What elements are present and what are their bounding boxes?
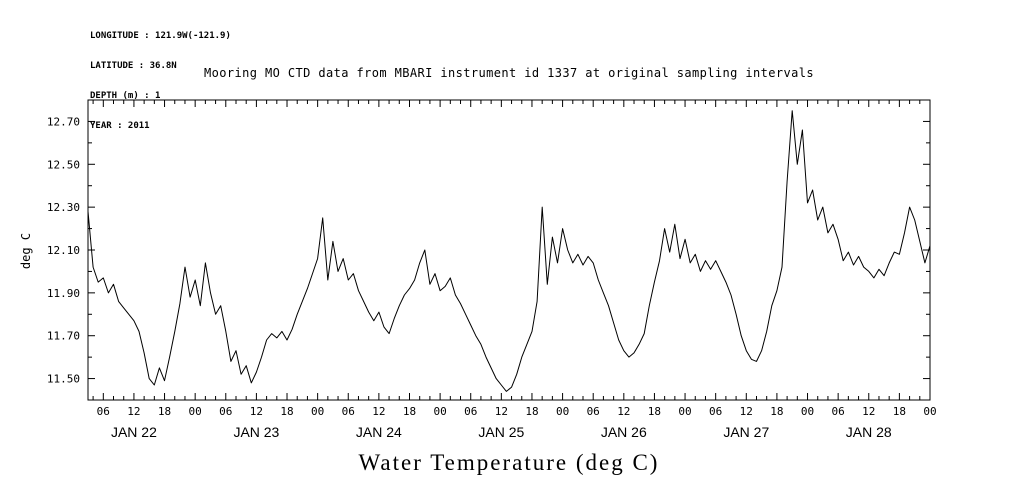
x-hour-label: 00 <box>678 405 691 418</box>
y-tick-label: 12.70 <box>47 115 80 128</box>
x-hour-label: 00 <box>433 405 446 418</box>
y-tick-label: 12.50 <box>47 158 80 171</box>
y-tick-label: 12.10 <box>47 244 80 257</box>
chart-title: Mooring MO CTD data from MBARI instrumen… <box>204 66 814 80</box>
x-hour-label: 12 <box>740 405 753 418</box>
x-hour-label: 18 <box>403 405 416 418</box>
x-hour-label: 12 <box>250 405 263 418</box>
x-hour-label: 18 <box>280 405 293 418</box>
x-hour-label: 18 <box>893 405 906 418</box>
header-metadata: LONGITUDE : 121.9W(-121.9) LATITUDE : 36… <box>90 11 231 151</box>
y-tick-label: 12.30 <box>47 201 80 214</box>
x-hour-label: 12 <box>495 405 508 418</box>
x-axis-caption: Water Temperature (deg C) <box>358 450 660 475</box>
x-hour-label: 06 <box>832 405 845 418</box>
x-hour-label: 06 <box>587 405 600 418</box>
x-day-label: JAN 27 <box>723 424 769 440</box>
y-tick-label: 11.90 <box>47 287 80 300</box>
temperature-series-line <box>87 110 931 392</box>
y-axis-label: deg C <box>19 232 33 270</box>
x-day-label: JAN 25 <box>478 424 524 440</box>
x-hour-label: 06 <box>709 405 722 418</box>
x-hour-label: 18 <box>648 405 661 418</box>
metadata-longitude: LONGITUDE : 121.9W(-121.9) <box>90 31 231 41</box>
x-hour-label: 06 <box>342 405 355 418</box>
x-hour-label: 18 <box>770 405 783 418</box>
x-day-label: JAN 23 <box>233 424 279 440</box>
x-day-label: JAN 28 <box>846 424 892 440</box>
x-day-label: JAN 24 <box>356 424 402 440</box>
x-hour-label: 18 <box>525 405 538 418</box>
x-hour-label: 00 <box>311 405 324 418</box>
x-hour-label: 12 <box>862 405 875 418</box>
x-hour-label: 18 <box>158 405 171 418</box>
metadata-depth: DEPTH (m) : 1 <box>90 91 161 101</box>
x-day-label: JAN 22 <box>111 424 157 440</box>
x-day-label: JAN 26 <box>601 424 647 440</box>
x-hour-label: 12 <box>127 405 140 418</box>
metadata-year: YEAR : 2011 <box>90 121 150 131</box>
x-hour-label: 12 <box>617 405 630 418</box>
metadata-latitude: LATITUDE : 36.8N <box>90 61 177 71</box>
x-hour-label: 00 <box>801 405 814 418</box>
x-hour-label: 00 <box>556 405 569 418</box>
x-hour-label: 06 <box>97 405 110 418</box>
x-hour-label: 06 <box>219 405 232 418</box>
x-hour-label: 00 <box>189 405 202 418</box>
x-hour-label: 12 <box>372 405 385 418</box>
y-tick-label: 11.70 <box>47 330 80 343</box>
x-hour-label: 06 <box>464 405 477 418</box>
y-tick-label: 11.50 <box>47 373 80 386</box>
x-hour-label: 00 <box>923 405 936 418</box>
